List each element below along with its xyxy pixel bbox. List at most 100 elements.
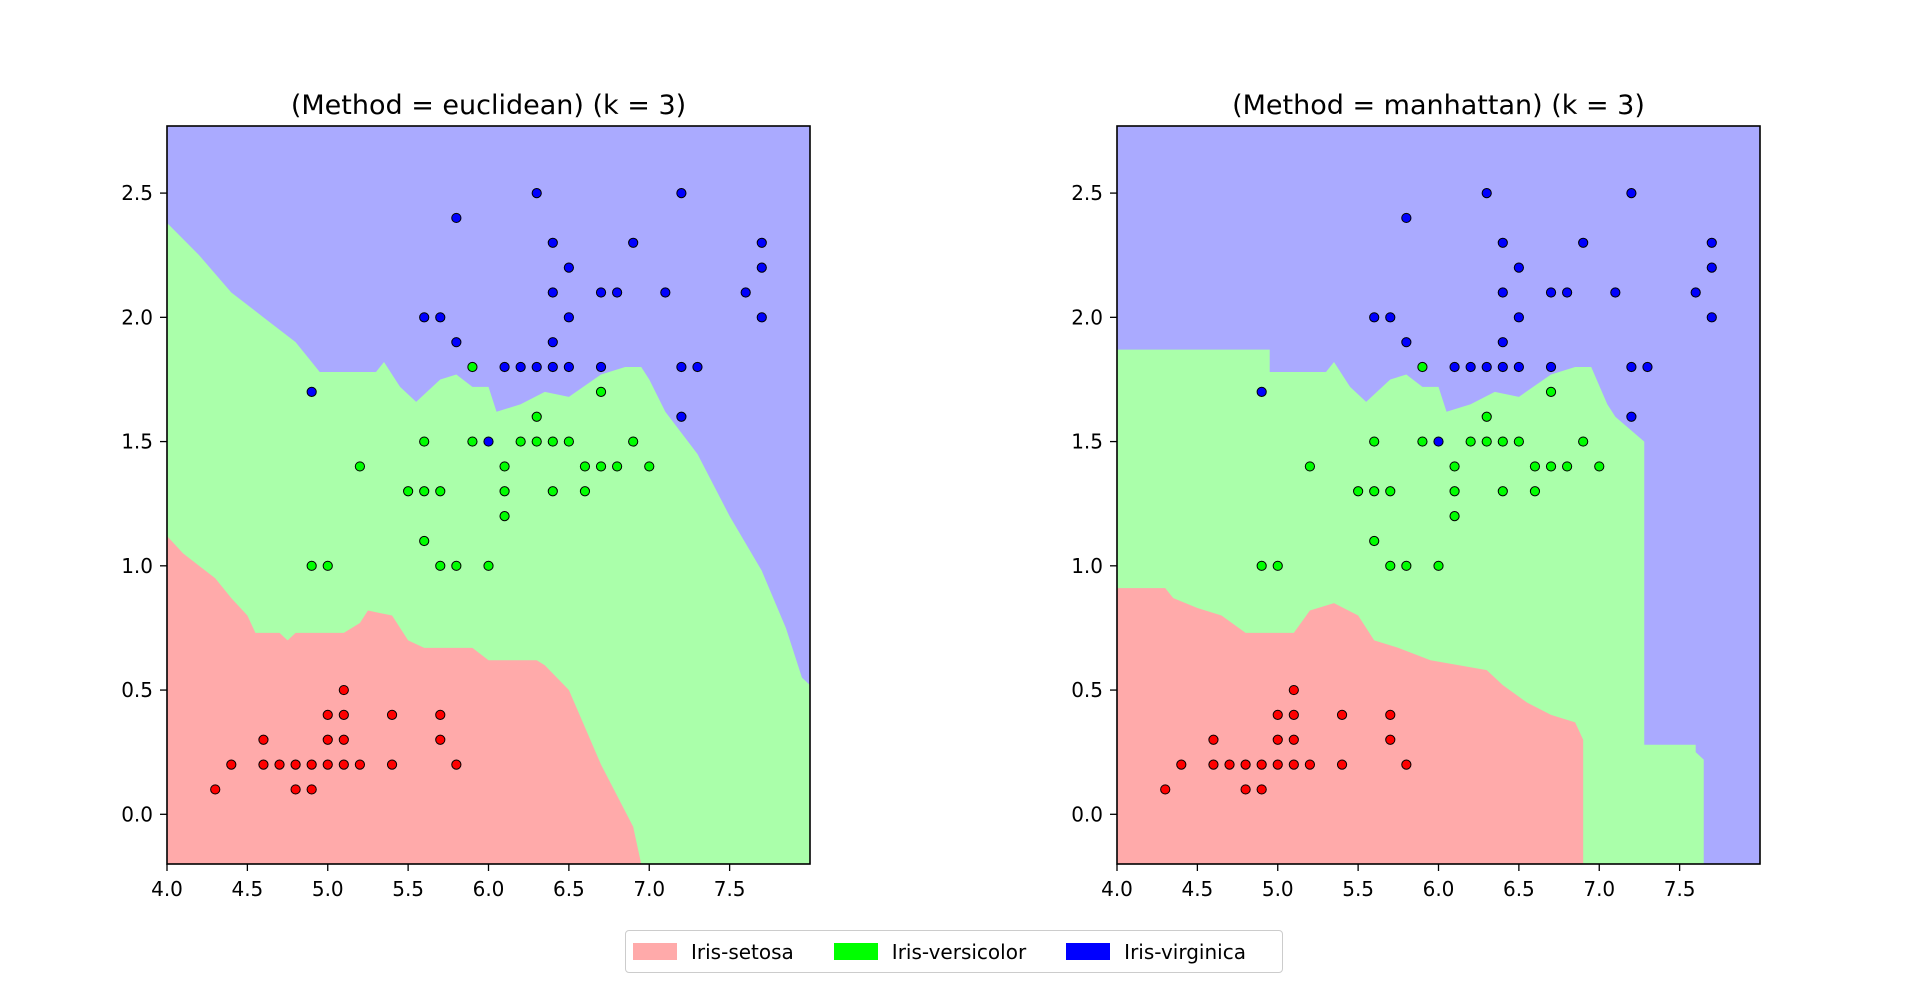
y-tick-label: 2.5 [1071,181,1103,205]
point-iris-virginica [1690,287,1701,298]
point-iris-versicolor [1385,486,1396,497]
x-tick-label: 6.5 [1503,877,1535,901]
point-iris-versicolor [644,461,655,472]
point-iris-versicolor [579,486,591,497]
point-iris-virginica [1545,361,1557,373]
x-tick-label: 6.0 [1423,877,1455,901]
point-iris-versicolor [1481,411,1492,422]
x-tick-label: 7.0 [633,877,665,901]
point-iris-versicolor [467,361,478,373]
point-iris-virginica [1481,187,1492,199]
point-iris-versicolor [1513,436,1524,447]
point-iris-setosa [1208,759,1219,770]
x-tick-label: 4.5 [231,877,263,901]
y-tick-label: 1.5 [1071,430,1103,454]
point-iris-versicolor [1417,436,1428,447]
point-iris-virginica [1642,361,1653,373]
point-iris-virginica [547,237,558,248]
point-iris-setosa [1272,734,1283,745]
point-iris-virginica [1513,262,1524,273]
region-setosa [167,536,642,864]
point-iris-setosa [258,759,269,770]
point-iris-virginica [1610,287,1621,298]
point-iris-setosa [1385,709,1396,721]
point-iris-versicolor [435,486,446,497]
point-iris-versicolor [467,436,478,447]
point-iris-setosa [338,709,349,721]
y-tick-label: 0.5 [1071,678,1103,702]
decision-regions [167,126,810,864]
point-iris-versicolor [1465,436,1476,447]
point-iris-virginica [1706,312,1717,323]
point-iris-versicolor [515,436,526,447]
legend-item-setosa: Iris-setosa [633,940,794,964]
point-iris-virginica [1449,361,1460,373]
point-iris-versicolor [595,386,607,397]
point-iris-setosa [1240,784,1251,795]
point-iris-virginica [1513,312,1524,323]
point-iris-virginica [756,262,767,273]
point-iris-virginica [547,361,558,373]
x-tick-label: 6.0 [473,877,505,901]
point-iris-virginica [628,237,639,248]
point-iris-setosa [322,709,333,721]
point-iris-setosa [290,759,301,770]
point-iris-versicolor [579,461,591,472]
point-iris-virginica [1545,287,1557,298]
point-iris-versicolor [1594,461,1605,472]
point-iris-setosa [210,784,221,795]
point-iris-versicolor [563,436,574,447]
y-tick-label: 1.0 [1071,554,1103,578]
point-iris-setosa [1208,734,1219,745]
point-iris-versicolor [1369,486,1380,497]
point-iris-setosa [1256,784,1267,795]
point-iris-virginica [1497,237,1508,248]
point-iris-virginica [1401,212,1412,224]
x-tick-label: 4.0 [1101,877,1133,901]
x-tick-label: 4.0 [151,877,183,901]
point-iris-virginica [612,287,623,298]
x-tick-label: 4.5 [1181,877,1213,901]
point-iris-setosa [1272,759,1283,770]
point-iris-setosa [1288,734,1299,745]
point-iris-versicolor [612,461,623,472]
point-iris-versicolor [1256,560,1267,571]
point-iris-virginica [306,386,317,397]
x-tick-label: 6.5 [553,877,585,901]
point-iris-setosa [1401,759,1412,770]
point-iris-versicolor [403,486,414,497]
x-tick-label: 7.5 [1664,877,1696,901]
point-iris-setosa [1256,759,1267,770]
point-iris-virginica [1626,361,1637,373]
point-iris-setosa [386,709,398,721]
point-iris-virginica [1369,312,1380,323]
y-tick-label: 0.0 [1071,802,1103,826]
point-iris-virginica [531,187,542,199]
point-iris-virginica [419,312,430,323]
point-iris-virginica [483,436,494,447]
point-iris-setosa [1336,759,1348,770]
point-iris-versicolor [628,436,639,447]
point-iris-versicolor [1578,436,1589,447]
point-iris-virginica [1626,411,1637,422]
point-iris-setosa [451,759,462,770]
point-iris-versicolor [306,560,317,571]
point-iris-versicolor [499,511,510,522]
point-iris-versicolor [419,436,430,447]
point-iris-setosa [1288,709,1299,721]
point-iris-virginica [676,411,687,422]
chart-title: (Method = euclidean) (k = 3) [291,90,686,121]
y-tick-label: 0.5 [121,678,153,702]
point-iris-virginica [595,361,607,373]
legend-swatch-setosa [633,943,677,960]
point-iris-virginica [1497,287,1508,298]
point-iris-setosa [338,759,349,770]
point-iris-versicolor [1401,560,1412,571]
x-tick-label: 5.5 [1342,877,1374,901]
legend-swatch-versicolor [833,943,878,960]
x-tick-label: 7.0 [1583,877,1615,901]
point-iris-virginica [563,262,574,273]
x-tick-label: 5.5 [392,877,424,901]
point-iris-versicolor [451,560,462,571]
point-iris-virginica [1256,386,1267,397]
